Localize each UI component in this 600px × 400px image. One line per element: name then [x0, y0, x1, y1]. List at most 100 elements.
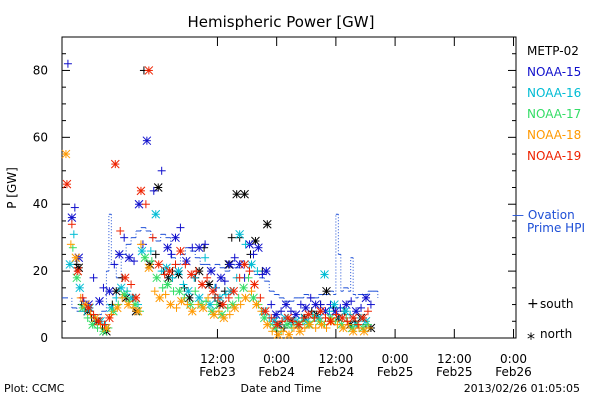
north-point-marker	[216, 273, 226, 283]
marker-stroke	[250, 280, 259, 289]
north-point-marker	[73, 266, 83, 276]
north-point-marker	[137, 246, 147, 256]
marker-stroke	[235, 229, 245, 239]
marker-stroke	[247, 260, 256, 269]
legend-series-label: NOAA-17	[527, 107, 581, 121]
north-point-marker	[124, 253, 134, 263]
marker-stroke	[152, 273, 162, 283]
north-point-marker	[358, 313, 368, 323]
marker-stroke	[294, 320, 304, 329]
south-point-marker	[213, 293, 222, 302]
marker-stroke	[194, 243, 204, 253]
north-point-marker	[75, 283, 85, 293]
north-point-marker	[273, 330, 283, 340]
north-point-marker	[166, 300, 175, 309]
north-point-marker	[183, 286, 193, 296]
marker-stroke	[194, 293, 204, 303]
north-point-marker	[120, 273, 130, 283]
marker-stroke	[114, 250, 124, 259]
legend-series-label: METP-02	[527, 44, 579, 58]
south-point-marker	[191, 287, 200, 296]
marker-stroke	[330, 300, 339, 309]
marker-stroke	[137, 246, 147, 256]
marker-stroke	[241, 293, 250, 303]
north-point-marker	[95, 296, 104, 306]
south-point-marker	[321, 313, 330, 322]
north-point-marker	[119, 290, 129, 299]
marker-stroke	[262, 219, 272, 229]
marker-stroke	[72, 273, 82, 283]
x-axis-label: Date and Time	[241, 382, 322, 395]
south-point-marker	[66, 240, 75, 249]
marker-stroke	[145, 260, 155, 269]
south-point-marker	[150, 287, 159, 296]
south-point-marker	[194, 300, 203, 309]
south-point-marker	[118, 293, 127, 302]
marker-stroke	[120, 273, 130, 283]
marker-stroke	[105, 286, 114, 296]
north-point-marker	[84, 303, 94, 313]
x-tick-label: 0:00	[382, 352, 409, 366]
legend-marker-symbol: +	[527, 296, 539, 312]
north-point-marker	[239, 283, 248, 293]
marker-stroke	[254, 243, 263, 253]
south-point-marker	[267, 313, 276, 322]
marker-stroke	[155, 293, 165, 303]
y-tick-label: 60	[33, 130, 48, 144]
south-point-marker	[78, 293, 87, 302]
marker-stroke	[240, 189, 249, 199]
north-point-marker	[186, 270, 196, 279]
marker-stroke	[348, 326, 358, 336]
marker-stroke	[134, 199, 144, 209]
marker-stroke	[228, 300, 238, 309]
marker-stroke	[61, 149, 71, 159]
x-tick-label: 12:00	[437, 352, 472, 366]
north-point-marker	[152, 273, 162, 283]
south-point-marker	[204, 293, 213, 302]
north-point-marker	[165, 266, 174, 276]
marker-stroke	[183, 286, 193, 296]
south-point-marker	[172, 303, 181, 312]
marker-stroke	[74, 263, 84, 273]
south-point-marker	[344, 320, 353, 329]
x-tick-label: 12:00	[200, 352, 235, 366]
y-axis-label: P [GW]	[5, 167, 19, 209]
marker-stroke	[240, 260, 249, 269]
north-point-marker	[102, 323, 111, 333]
marker-stroke	[317, 320, 326, 329]
marker-stroke	[232, 189, 242, 199]
marker-stroke	[249, 293, 258, 303]
south-point-marker	[146, 247, 155, 256]
marker-stroke	[166, 300, 175, 309]
south-point-marker	[129, 303, 138, 312]
north-point-marker	[320, 270, 329, 279]
north-point-marker	[252, 300, 261, 309]
north-point-marker	[271, 310, 281, 319]
legend-ovation-label-line1: — Ovation	[512, 208, 575, 222]
marker-stroke	[230, 303, 240, 313]
south-point-marker	[249, 250, 258, 259]
legend-series-label: NOAA-16	[527, 86, 581, 100]
north-point-marker	[140, 253, 150, 263]
south-point-marker	[244, 273, 253, 282]
north-point-marker	[176, 246, 185, 256]
marker-stroke	[262, 320, 272, 329]
north-point-marker	[136, 186, 146, 196]
north-point-marker	[359, 326, 369, 336]
north-point-marker	[281, 300, 291, 309]
north-point-marker	[182, 256, 191, 266]
marker-stroke	[144, 66, 154, 75]
south-point-marker	[183, 300, 192, 309]
north-point-marker	[198, 303, 208, 313]
marker-stroke	[71, 253, 81, 263]
marker-stroke	[337, 313, 347, 323]
marker-stroke	[62, 179, 72, 189]
legend-ovation-label-line2: Prime HPI	[527, 221, 585, 235]
north-point-marker	[322, 286, 331, 296]
marker-stroke	[347, 323, 357, 333]
north-point-marker	[262, 320, 272, 329]
south-point-marker	[120, 233, 129, 242]
legend-marker-label: south	[540, 297, 574, 311]
north-point-marker	[340, 306, 350, 316]
marker-stroke	[177, 296, 186, 306]
